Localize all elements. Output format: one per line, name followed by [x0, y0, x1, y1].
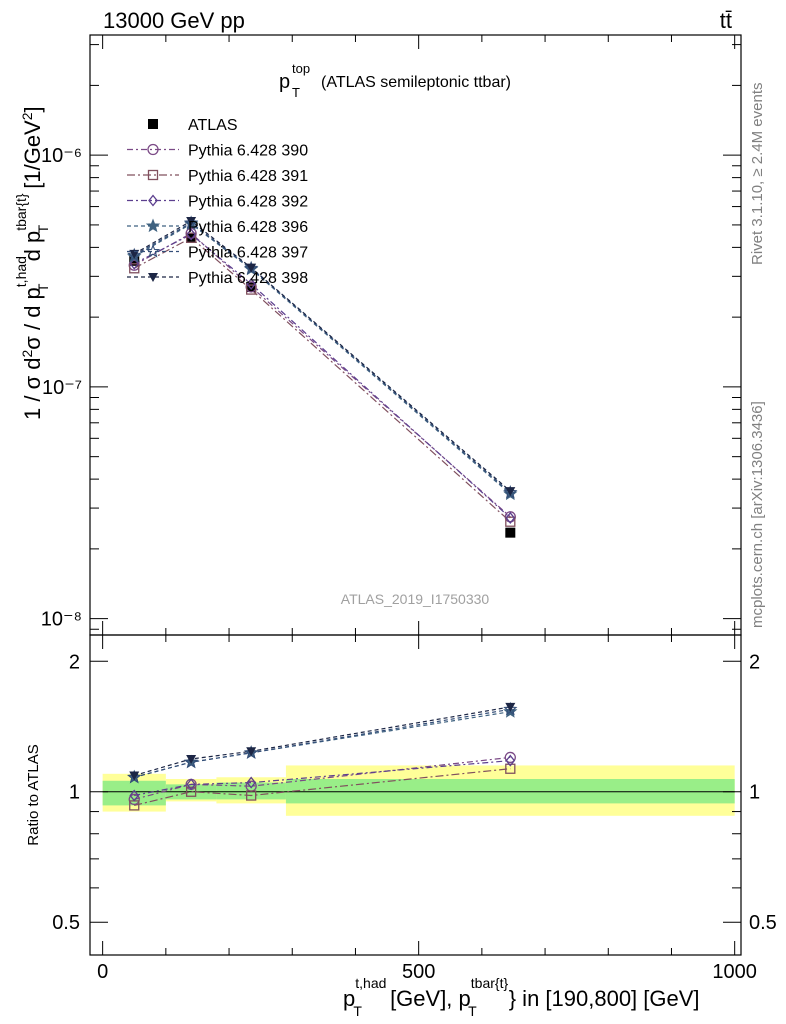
ratio-panel: 0.5 0.5 1 1 2 2 0 500 1000 Ratio to ATLAS — [25, 634, 777, 983]
x-tick-label-2: 1000 — [712, 961, 757, 983]
main-y-tick-label-2: 10⁻⁶ — [41, 145, 82, 167]
legend-label-3: Pythia 6.428 392 — [188, 194, 308, 211]
ratio-y-tick-label-right-0: 0.5 — [749, 912, 777, 934]
ratio-data-layer — [102, 701, 735, 816]
mc-point-6-3 — [505, 487, 516, 497]
plot-title-rest: (ATLAS semileptonic ttbar) — [321, 74, 511, 91]
ratio-point-5-1 — [183, 754, 199, 769]
ratio-point-1-0 — [128, 793, 140, 806]
main-series-line-2 — [133, 237, 511, 523]
legend-entry-0: ATLAS — [148, 117, 238, 134]
mc-point-3-0 — [129, 257, 140, 270]
ratio-y-tick-label-left-2: 2 — [69, 651, 80, 673]
mc-point-6-0 — [129, 249, 140, 259]
ratio-y-axis-label: Ratio to ATLAS — [25, 744, 42, 845]
source-label: mcplots.cern.ch [arXiv:1306.3436] — [749, 401, 766, 628]
mc-point-2-1 — [185, 232, 197, 243]
legend-label-2: Pythia 6.428 391 — [188, 168, 308, 185]
atlas-data-point-2 — [246, 281, 257, 292]
mc-point-2-3 — [505, 516, 516, 527]
ratio-point-3-2 — [246, 776, 257, 789]
x-tick-label-0: 0 — [97, 961, 108, 983]
ratio-point-2-1 — [185, 786, 197, 797]
main-axis-ticks: 10⁻⁸ 10⁻⁷ 10⁻⁶ — [41, 35, 741, 635]
ratio-point-3-3 — [505, 754, 516, 767]
main-series-line-5 — [133, 222, 511, 494]
legend-entry-1: Pythia 6.428 390 — [127, 143, 308, 160]
mc-point-2-0 — [129, 263, 140, 274]
main-panel: 10⁻⁸ 10⁻⁷ 10⁻⁶ p T top (ATLAS semileptonic… — [13, 34, 742, 636]
ratio-point-5-3 — [503, 701, 518, 716]
legend-entry-5: Pythia 6.428 397 — [127, 243, 308, 262]
ratio-y-tick-label-left-1: 1 — [69, 782, 80, 804]
main-y-axis-label: 1 / σ d2σ / d pt,hadT d ptbar{t} T [1/GeV… — [13, 106, 51, 420]
process-label: tt̄ — [720, 8, 732, 33]
mc-point-6-2 — [246, 263, 257, 273]
ratio-series-line-1 — [134, 756, 511, 800]
legend-entry-3: Pythia 6.428 392 — [127, 194, 308, 211]
plot-title-sup: top — [292, 61, 310, 76]
plot-title-sub: T — [292, 85, 300, 100]
ratio-y-tick-label-right-2: 2 — [749, 651, 760, 673]
legend-marker-5 — [145, 243, 161, 258]
legend-marker-2 — [147, 169, 159, 181]
ratio-frame — [89, 634, 742, 956]
legend-label-1: Pythia 6.428 390 — [188, 143, 308, 160]
main-series-line-4 — [133, 223, 511, 495]
legend-label-0: ATLAS — [188, 117, 238, 134]
stat-uncertainty-band-3 — [285, 779, 735, 804]
main-data-layer — [127, 215, 518, 538]
ratio-series-line-6 — [134, 706, 511, 777]
legend-marker-1 — [147, 143, 159, 156]
ratio-point-2-3 — [505, 763, 516, 774]
main-series-line-3 — [133, 233, 511, 519]
legend-label-6: Pythia 6.428 398 — [188, 270, 308, 287]
legend-label-4: Pythia 6.428 396 — [188, 219, 308, 236]
legend-marker-3 — [148, 194, 158, 207]
svg-text:pt,hadT [GeV], ptbar{t}T} in [: pt,had T [GeV], ptbar{t} T} in [190,800] [… — [343, 975, 700, 1019]
mc-point-3-3 — [505, 511, 516, 524]
analysis-watermark: ATLAS_2019_I1750330 — [341, 591, 490, 607]
plot-title-p: p — [279, 71, 290, 93]
atlas-data-point-3 — [505, 527, 516, 538]
legend-marker-4 — [145, 218, 161, 233]
ratio-point-6-2 — [246, 747, 257, 757]
legend: ATLAS Pythia 6.428 390 Pythia 6.428 391 Pyt… — [127, 117, 308, 287]
main-y-tick-label-0: 10⁻⁸ — [41, 609, 82, 631]
mc-point-2-2 — [246, 284, 257, 295]
ratio-y-tick-label-right-1: 1 — [749, 782, 760, 804]
mc-point-6-1 — [186, 216, 197, 226]
ratio-point-1-3 — [504, 751, 516, 764]
ratio-point-6-3 — [505, 702, 516, 712]
legend-marker-6 — [148, 273, 158, 282]
rivet-version-label: Rivet 3.1.10, ≥ 2.4M events — [749, 83, 766, 266]
mc-point-3-2 — [246, 277, 257, 291]
ratio-series-line-3 — [134, 760, 511, 797]
ratio-point-3-0 — [129, 789, 140, 802]
ratio-point-3-1 — [186, 778, 196, 791]
collision-label: 13000 GeV pp — [103, 8, 245, 33]
legend-entry-4: Pythia 6.428 396 — [127, 218, 308, 236]
ratio-point-6-0 — [129, 771, 140, 781]
x-axis-label: pt,had T [GeV], ptbar{t} T} in [190,800] [… — [343, 975, 700, 1019]
mc-point-3-1 — [186, 228, 196, 241]
ratio-axis-ticks: 0.5 0.5 1 1 2 2 0 500 1000 — [52, 635, 777, 983]
legend-entry-6: Pythia 6.428 398 — [127, 270, 308, 287]
legend-entry-2: Pythia 6.428 391 — [127, 168, 308, 185]
legend-label-5: Pythia 6.428 397 — [188, 245, 308, 262]
ratio-y-tick-label-left-0: 0.5 — [52, 912, 80, 934]
x-tick-label-1: 500 — [402, 961, 435, 983]
legend-marker-0 — [148, 119, 158, 129]
ratio-point-2-2 — [246, 790, 257, 801]
main-series-line-6 — [133, 220, 511, 492]
ratio-point-6-1 — [186, 755, 197, 765]
ratio-series-line-5 — [134, 708, 511, 778]
svg-text:1 / σ d2σ / d pt,hadT d ptbar{: 1 / σ d2σ / d pt,hadT d ptbar{t} T [1/GeV… — [13, 106, 51, 420]
main-y-tick-label-1: 10⁻⁷ — [42, 377, 82, 399]
